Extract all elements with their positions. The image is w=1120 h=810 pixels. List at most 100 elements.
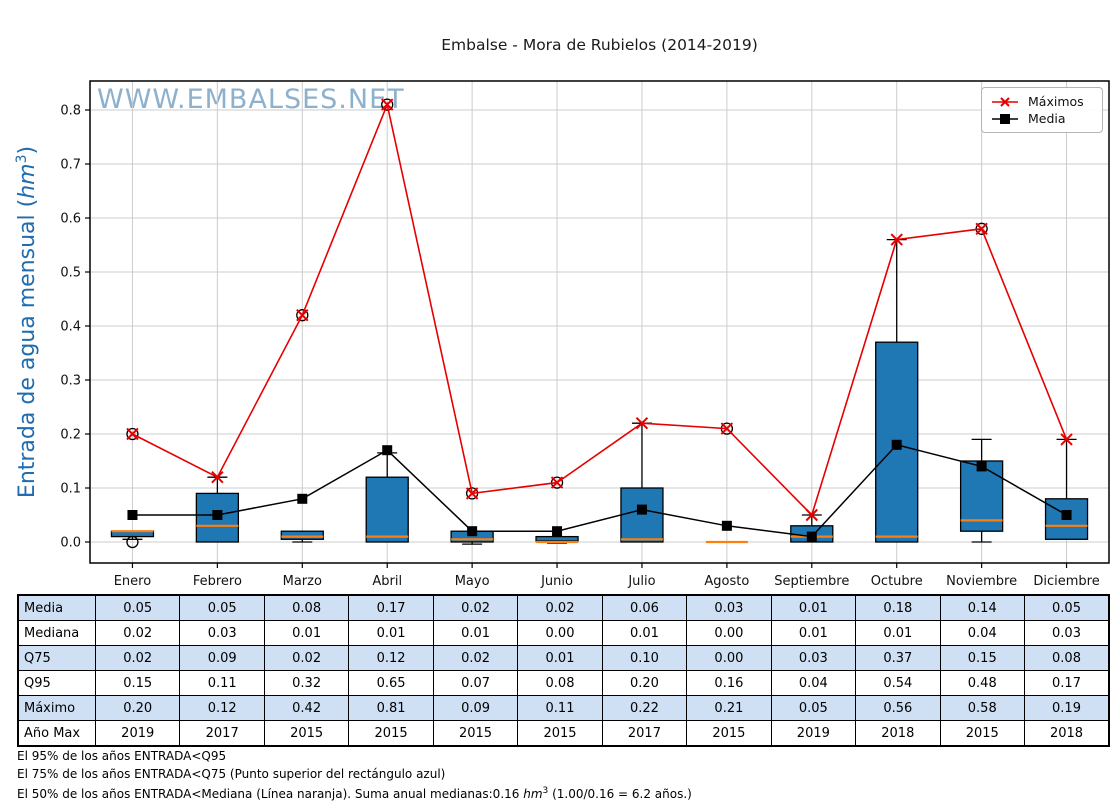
month-label: Abril [372,574,402,589]
month-label: Julio [627,574,655,589]
chart-title: Embalse - Mora de Rubielos (2014-2019) [441,36,758,54]
row-label: Media [17,594,96,621]
box-julio [620,422,664,543]
table-cell: 0.01 [855,620,941,646]
y-tick-label: 0.1 [60,482,81,497]
table-cell: 0.03 [686,594,772,621]
month-label: Septiembre [774,574,849,589]
table-cell: 2019 [94,720,181,747]
row-label: Q75 [17,645,96,671]
table-cell: 0.01 [770,620,857,646]
y-tick-label: 0.4 [60,320,81,335]
maximos-series [126,98,1073,522]
table-cell: 0.01 [263,620,350,646]
table-cell: 0.15 [94,670,181,696]
note-mediana: El 50% de los años ENTRADA<Mediana (Líne… [17,786,692,801]
table-cell: 0.05 [1023,594,1110,621]
table-cell: 0.02 [432,594,519,621]
table-cell: 0.00 [686,645,772,671]
note-mediana-sup: 3 [542,786,549,796]
table-cell: 0.02 [94,620,181,646]
table-cell: 0.03 [179,620,265,646]
media-series [127,439,1072,542]
table-cell: 0.15 [939,645,1025,671]
table-row: Q95 0.15 0.11 0.32 0.65 0.07 0.08 0.20 0.16 0.04 0… [17,670,1110,696]
table-cell: 0.04 [939,620,1025,646]
table-cell: 0.11 [179,670,265,696]
table-cell: 0.09 [432,695,519,721]
table-cell: 0.08 [263,594,350,621]
row-label: Año Max [17,720,96,747]
table-cell: 0.11 [517,695,603,721]
plot-frame [89,80,1110,564]
month-label: Febrero [193,574,242,589]
row-label: Mediana [17,620,96,646]
table-cell: 0.02 [94,645,181,671]
table-cell: 0.56 [855,695,941,721]
table-cell: 0.09 [179,645,265,671]
table-cell: 0.12 [179,695,265,721]
legend-label-media: Media [1028,111,1066,126]
table-cell: 0.06 [601,594,688,621]
month-label: Junio [540,574,573,589]
gridlines [90,81,1109,563]
table-cell: 0.17 [348,594,434,621]
month-label: Enero [114,574,152,589]
y-tick-label: 0.7 [60,158,81,173]
table-cell: 0.01 [601,620,688,646]
box-abril [365,98,409,543]
table-cell: 0.02 [517,594,603,621]
boxplots [110,98,1089,549]
month-label: Noviembre [946,574,1017,589]
month-label: Octubre [871,574,923,589]
table-cell: 0.04 [770,670,857,696]
table-cell: 2017 [179,720,265,747]
legend-item-maximos: Máximos [990,93,1094,110]
table-cell: 0.20 [601,670,688,696]
table-row: Media 0.05 0.05 0.08 0.17 0.02 0.02 0.06 0.03 0.0… [17,594,1110,621]
table-cell: 2015 [939,720,1025,747]
table-cell: 0.19 [1023,695,1110,721]
table-cell: 0.05 [179,594,265,621]
table-cell: 0.18 [855,594,941,621]
table-cell: 0.58 [939,695,1025,721]
month-label: Marzo [283,574,322,589]
y-tick-label: 0.8 [60,104,81,119]
boxplot-chart: 0.0 0.1 0.2 0.3 0.4 0.5 0.6 0.7 0.8 Enero Febrero M… [60,80,1110,590]
maximos-line-icon [992,96,1018,107]
table-cell: 0.10 [601,645,688,671]
table-cell: 0.81 [348,695,434,721]
table-cell: 0.02 [263,645,350,671]
table-cell: 0.54 [855,670,941,696]
table-cell: 0.01 [517,645,603,671]
table-row: Mediana 0.02 0.03 0.01 0.01 0.01 0.00 0.01 0.00 0… [17,620,1110,646]
table-cell: 2018 [1023,720,1110,747]
table-cell: 0.42 [263,695,350,721]
table-cell: 0.01 [348,620,434,646]
table-cell: 2015 [432,720,519,747]
note-q95: El 95% de los años ENTRADA<Q95 [17,749,227,763]
axis-ticks: 0.0 0.1 0.2 0.3 0.4 0.5 0.6 0.7 0.8 Enero Febrero M… [60,104,1099,590]
table-cell: 0.08 [517,670,603,696]
row-label: Q95 [17,670,96,696]
monthly-stats-table: Media 0.05 0.05 0.08 0.17 0.02 0.02 0.06 0.03 0.0… [17,594,1110,747]
table-row: Máximo 0.20 0.12 0.42 0.81 0.09 0.11 0.22 0.21 0.… [17,695,1110,721]
box-febrero [195,476,240,543]
table-cell: 0.03 [1023,620,1110,646]
table-row: Q75 0.02 0.09 0.02 0.12 0.02 0.01 0.10 0.00 0.03 0… [17,645,1110,671]
table-cell: 0.65 [348,670,434,696]
y-tick-label: 0.0 [60,536,81,551]
box-diciembre [1044,438,1089,540]
legend-item-media: Media [990,110,1094,127]
table-row: Año Max 2019 2017 2015 2015 2015 2015 2017 2015 2… [17,720,1110,747]
table-cell: 2015 [686,720,772,747]
table-cell: 2017 [601,720,688,747]
table-cell: 2019 [770,720,857,747]
legend-label-maximos: Máximos [1028,94,1084,109]
y-tick-label: 0.2 [60,428,81,443]
table-cell: 0.21 [686,695,772,721]
table-cell: 0.07 [432,670,519,696]
table-cell: 2015 [263,720,350,747]
box-enero [110,427,155,549]
legend: Máximos Media [981,87,1103,133]
